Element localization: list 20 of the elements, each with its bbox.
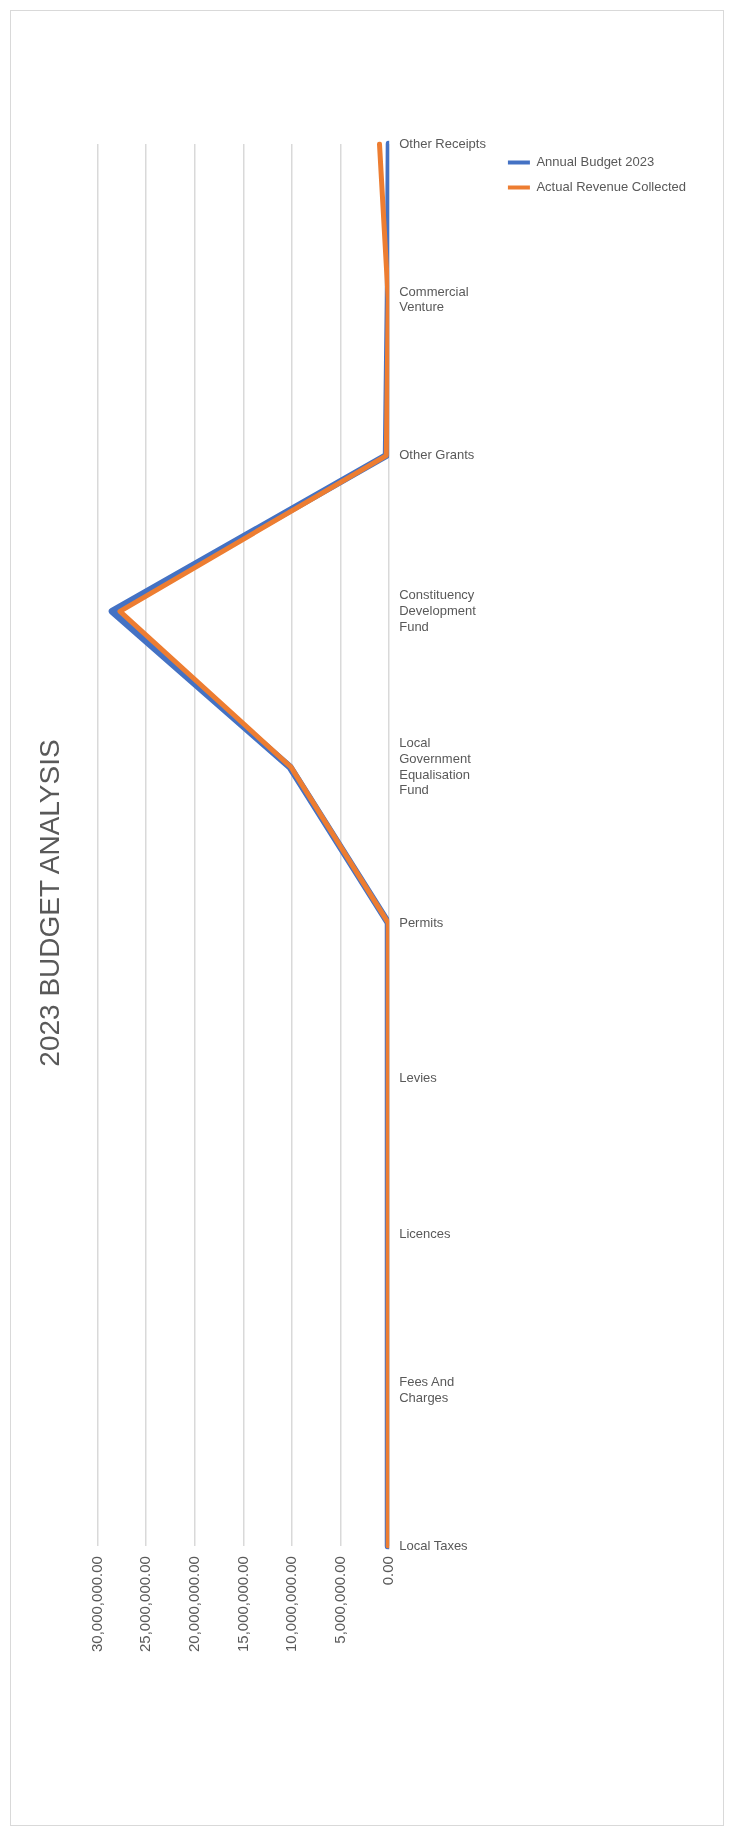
y-tick-label: Other Grants	[399, 447, 475, 463]
legend-label: Annual Budget 2023	[536, 154, 655, 170]
text: 2023 BUDGET ANALYSIS	[33, 739, 65, 1067]
y-tick-label: Levies	[399, 1070, 438, 1086]
y-tick-label: Commercial Venture	[399, 283, 469, 315]
y-tick-label: Permits	[399, 914, 444, 930]
x-tick-label: 25,000,000.00	[136, 1556, 154, 1653]
x-tick-label: 0.00	[379, 1556, 397, 1586]
y-tick-label: Constituency Development Fund	[399, 587, 477, 634]
legend-label: Actual Revenue Collected	[536, 179, 686, 195]
x-tick-label: 15,000,000.00	[233, 1556, 251, 1653]
y-tick-label: Local Taxes	[399, 1537, 469, 1553]
x-tick-label: 30,000,000.00	[87, 1556, 105, 1653]
y-tick-label: Local Government Equalisation Fund	[399, 735, 472, 798]
y-tick-label: Other Receipts	[399, 135, 487, 151]
y-tick-label: Licences	[399, 1226, 452, 1242]
y-tick-label: Fees And Charges	[399, 1374, 455, 1405]
x-tick-label: 20,000,000.00	[184, 1556, 202, 1653]
x-tick-label: 10,000,000.00	[282, 1556, 300, 1653]
x-tick-label: 5,000,000.00	[330, 1556, 348, 1644]
